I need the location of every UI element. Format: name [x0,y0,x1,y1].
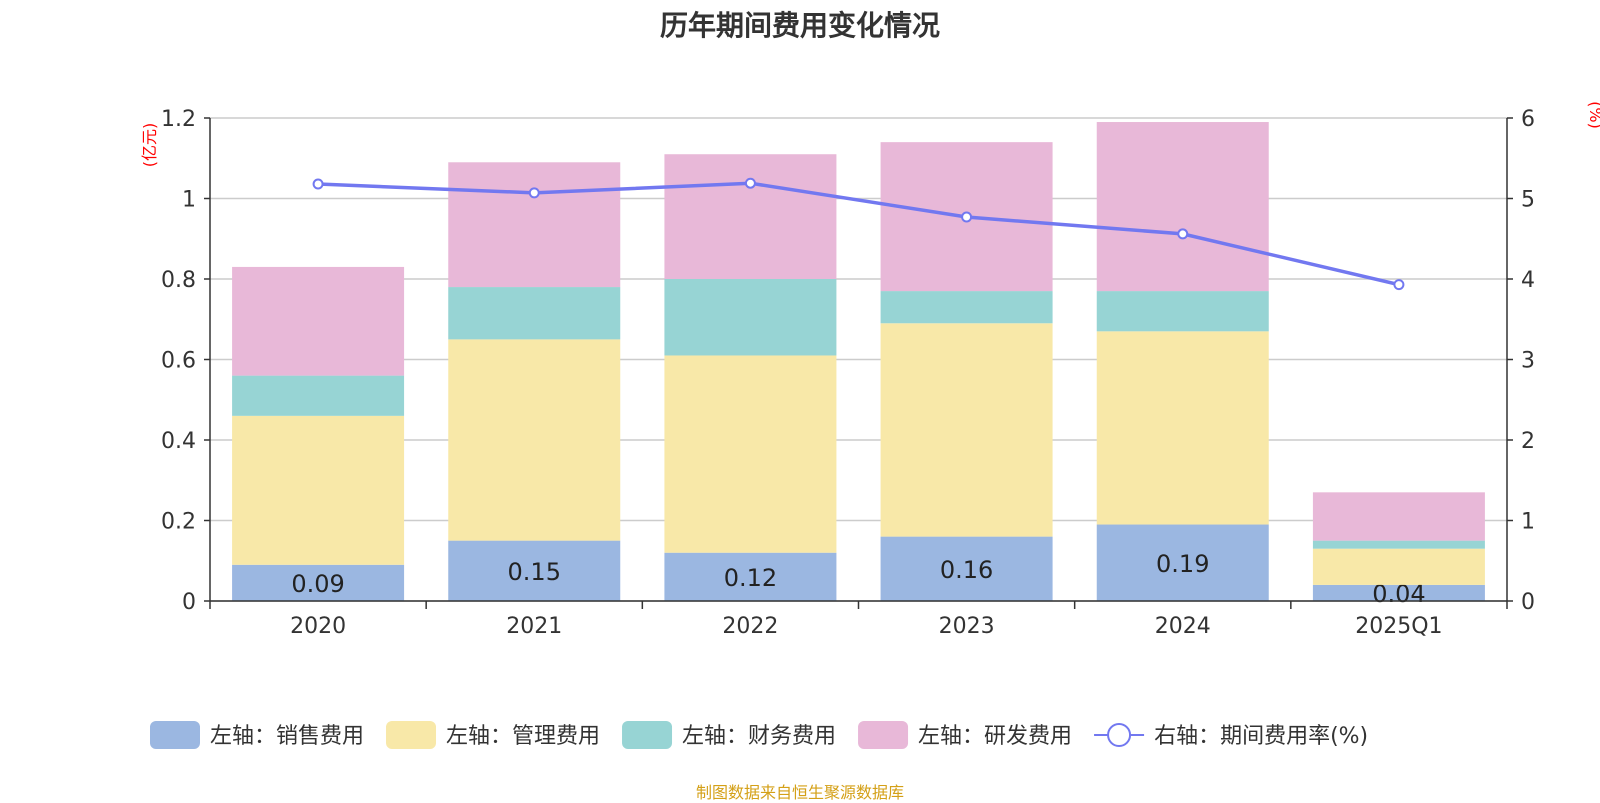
bar-segment-3-2024 [1096,291,1269,332]
y-right-tick-label: 2 [1521,429,1535,454]
x-tick-label: 2024 [1155,614,1211,639]
y-right-tick-label: 6 [1521,107,1535,132]
legend-label-1: 左轴：销售费用 [210,724,364,749]
expense-rate-point [961,211,973,223]
bar-segment-3-2020 [232,375,405,416]
bar-segment-1-2020 [232,564,405,601]
y-left-tick-label: 0.2 [161,510,196,535]
bar-segment-3-2022 [664,279,837,356]
y-right-unit-label: (%) [1586,101,1600,129]
legend-swatch-3 [622,721,673,749]
bar-segment-1-2024 [1096,524,1269,601]
bar-data-label: 0.15 [508,558,561,586]
y-left-tick-label: 0.8 [161,268,196,293]
y-left-tick-label: 1.2 [161,107,196,132]
bar-segment-2-2021 [448,339,621,541]
bar-segment-2-2023 [880,323,1053,537]
bar-segment-4-2022 [664,154,837,279]
source-note: 制图数据来自恒生聚源数据库 [695,783,904,802]
bar-data-label: 0.16 [940,556,993,584]
legend-label-4: 左轴：研发费用 [918,724,1072,749]
y-right-tick-label: 4 [1521,268,1535,293]
x-tick-label: 2025Q1 [1355,614,1442,639]
expense-rate-line [318,181,1400,287]
x-tick-label: 2022 [722,614,778,639]
x-tick-label: 2023 [939,614,995,639]
bar-segment-4-2025Q1 [1312,492,1485,541]
legend-label-2: 左轴：管理费用 [446,724,600,749]
bar-segment-4-2020 [232,266,405,376]
bar-segment-1-2022 [664,552,837,601]
y-left-tick-label: 0.4 [161,429,196,454]
legend-marker-swatch [1107,723,1132,747]
y-left-tick-label: 0 [182,590,196,615]
bar-segment-3-2021 [448,287,621,340]
bar-segment-1-2023 [880,536,1053,601]
bar-data-label: 0.09 [291,570,344,598]
bar-segment-2-2020 [232,415,405,565]
expense-rate-point [312,178,324,190]
bar-segment-2-2025Q1 [1312,548,1485,585]
expense-rate-point [744,177,756,189]
bar-segment-3-2025Q1 [1312,540,1485,549]
y-right-tick-label: 0 [1521,590,1535,615]
expense-rate-point [528,187,540,199]
y-left-tick-label: 0.6 [161,349,196,374]
legend-label-3: 左轴：财务费用 [682,724,836,749]
legend-swatch-2 [386,721,437,749]
bar-segment-4-2021 [448,162,621,288]
y-left-tick-label: 1 [182,188,196,213]
expense-rate-point [1393,279,1405,291]
legend-swatch-4 [858,721,909,749]
bar-segment-2-2022 [664,355,837,553]
expense-rate-point [1177,228,1189,240]
y-right-tick-label: 1 [1521,510,1535,535]
y-right-tick-label: 5 [1521,188,1535,213]
x-tick-label: 2021 [506,614,562,639]
chart-title: 历年期间费用变化情况 [659,9,940,42]
x-tick-label: 2020 [290,614,346,639]
bar-segment-4-2024 [1096,122,1269,292]
bar-segment-1-2025Q1 [1312,584,1485,601]
bar-data-label: 0.19 [1156,550,1209,578]
legend-label-5: 右轴：期间费用率(%) [1154,724,1368,749]
bar-segment-3-2023 [880,291,1053,324]
bar-data-label: 0.12 [724,564,777,592]
y-right-tick-label: 3 [1521,349,1535,374]
bar-segment-2-2024 [1096,331,1269,525]
bar-segment-1-2021 [448,540,621,601]
y-left-unit-label: (亿元) [140,123,159,168]
legend-swatch-1 [150,721,200,749]
